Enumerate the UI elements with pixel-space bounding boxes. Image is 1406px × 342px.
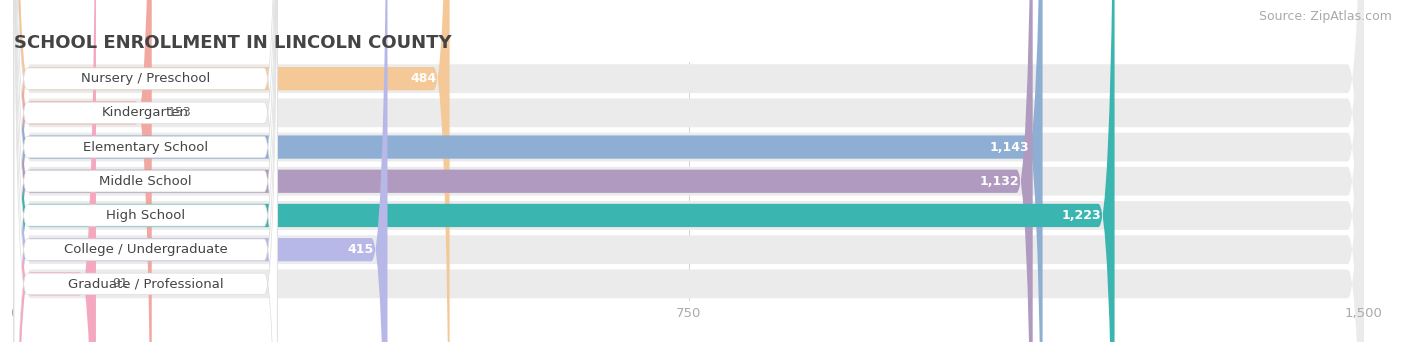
Text: 1,143: 1,143 [990, 141, 1029, 154]
FancyBboxPatch shape [14, 0, 277, 342]
FancyBboxPatch shape [14, 0, 1043, 342]
FancyBboxPatch shape [14, 0, 1364, 342]
Text: 484: 484 [411, 72, 436, 85]
FancyBboxPatch shape [14, 0, 388, 342]
FancyBboxPatch shape [14, 0, 1364, 342]
Text: Elementary School: Elementary School [83, 141, 208, 154]
FancyBboxPatch shape [14, 0, 277, 342]
FancyBboxPatch shape [14, 0, 277, 342]
Text: 1,132: 1,132 [980, 175, 1019, 188]
FancyBboxPatch shape [14, 0, 1364, 342]
FancyBboxPatch shape [14, 0, 152, 342]
Text: Nursery / Preschool: Nursery / Preschool [82, 72, 211, 85]
Text: Source: ZipAtlas.com: Source: ZipAtlas.com [1258, 10, 1392, 23]
FancyBboxPatch shape [14, 0, 1032, 342]
Text: SCHOOL ENROLLMENT IN LINCOLN COUNTY: SCHOOL ENROLLMENT IN LINCOLN COUNTY [14, 34, 451, 52]
FancyBboxPatch shape [14, 0, 277, 342]
FancyBboxPatch shape [14, 0, 1364, 342]
Text: 1,223: 1,223 [1062, 209, 1101, 222]
FancyBboxPatch shape [14, 0, 277, 342]
Text: Middle School: Middle School [100, 175, 193, 188]
Text: 153: 153 [167, 106, 191, 119]
Text: 91: 91 [112, 277, 128, 290]
FancyBboxPatch shape [14, 0, 1115, 342]
FancyBboxPatch shape [14, 0, 450, 342]
FancyBboxPatch shape [14, 0, 1364, 342]
FancyBboxPatch shape [14, 0, 1364, 342]
Text: College / Undergraduate: College / Undergraduate [63, 243, 228, 256]
Text: High School: High School [105, 209, 186, 222]
FancyBboxPatch shape [14, 0, 277, 342]
FancyBboxPatch shape [14, 0, 277, 342]
FancyBboxPatch shape [14, 0, 1364, 342]
Text: Kindergarten: Kindergarten [103, 106, 190, 119]
Text: 415: 415 [347, 243, 374, 256]
Text: Graduate / Professional: Graduate / Professional [67, 277, 224, 290]
FancyBboxPatch shape [14, 0, 96, 342]
